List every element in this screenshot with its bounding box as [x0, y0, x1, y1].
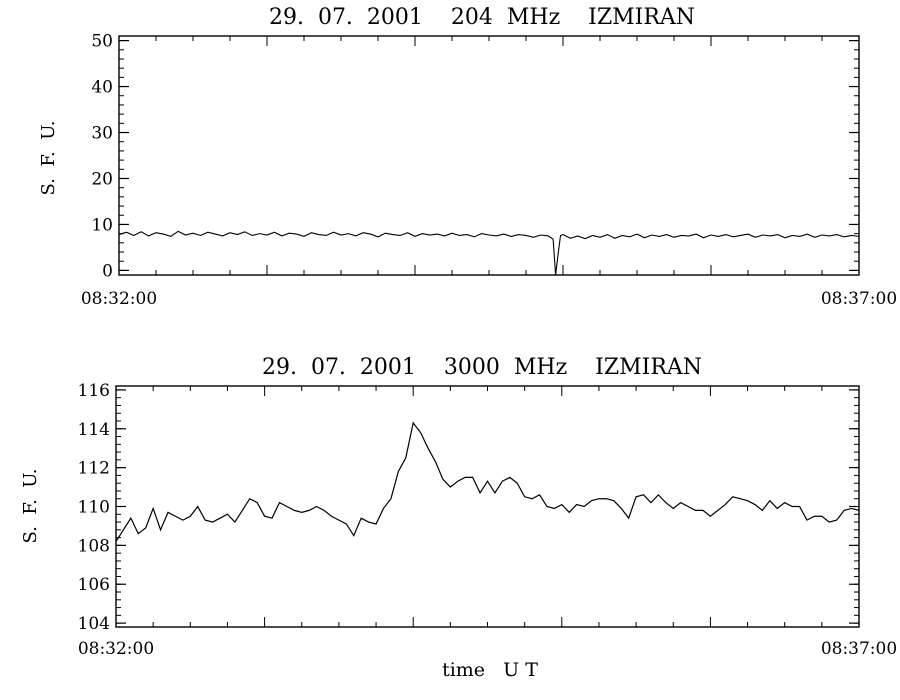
plot-frame-204mhz [118, 35, 860, 276]
series-line-204mhz [118, 230, 860, 276]
y-tick-label: 30 [91, 124, 113, 144]
y-tick-label: 104 [78, 614, 110, 634]
y-axis-label-204mhz: S. F. U. [38, 121, 59, 196]
chart-panel-204mhz: 29. 07. 2001 204 MHz IZMIRAN S. F. U. 0 1… [38, 5, 897, 309]
chart-panel-3000mhz: 29. 07. 2001 3000 MHz IZMIRAN S. F. U. 1… [20, 355, 897, 681]
plot-frame-3000mhz [115, 385, 860, 628]
y-tick-label: 40 [91, 78, 113, 98]
y-tick-label: 110 [78, 498, 110, 518]
x-tick-label: 08:37:00 [821, 639, 897, 659]
y-tick-labels-3000mhz: 104 106 108 110 112 114 116 [78, 381, 110, 634]
series-line-3000mhz [115, 421, 860, 542]
y-tick-label: 112 [78, 459, 110, 479]
x-tick-labels-204mhz: 08:32:00 08:37:00 [81, 289, 897, 309]
x-axis-label-3000mhz: time U T [442, 659, 538, 681]
major-ticks-3000mhz [116, 389, 859, 624]
y-tick-label: 10 [91, 215, 113, 235]
y-tick-label: 114 [78, 420, 110, 440]
chart-title-3000mhz: 29. 07. 2001 3000 MHz IZMIRAN [262, 355, 702, 380]
x-tick-label: 08:37:00 [821, 289, 897, 309]
y-tick-label: 108 [78, 536, 110, 556]
y-tick-label: 20 [91, 169, 113, 189]
minor-ticks-204mhz [118, 36, 860, 275]
major-ticks-204mhz [119, 39, 859, 272]
y-tick-label: 50 [91, 32, 113, 52]
chart-title-204mhz: 29. 07. 2001 204 MHz IZMIRAN [269, 5, 695, 30]
y-tick-label: 116 [78, 381, 110, 401]
x-tick-label: 08:32:00 [78, 639, 154, 659]
minor-ticks-3000mhz [115, 386, 860, 627]
x-tick-label: 08:32:00 [81, 289, 157, 309]
y-tick-label: 106 [78, 575, 110, 595]
y-tick-labels-204mhz: 0 10 20 30 40 50 [91, 32, 113, 282]
y-axis-label-3000mhz: S. F. U. [20, 469, 41, 544]
y-tick-label: 0 [102, 261, 113, 281]
x-tick-labels-3000mhz: 08:32:00 08:37:00 [78, 639, 897, 659]
